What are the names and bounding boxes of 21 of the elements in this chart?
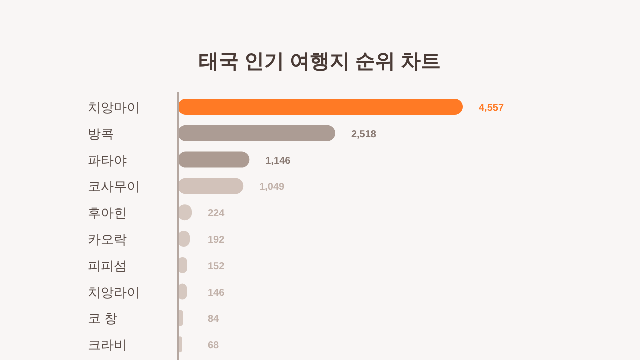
chart-title: 태국 인기 여행지 순위 차트	[198, 51, 442, 73]
y-tick-label: 후아힌	[88, 206, 127, 221]
data-label: 1,049	[260, 182, 286, 194]
data-label: 146	[208, 288, 226, 299]
y-tick-label: 피피섬	[88, 258, 127, 274]
data-label: 224	[208, 208, 226, 220]
y-tick-label: 크라비	[88, 338, 127, 353]
y-tick-label: 치앙라이	[88, 284, 140, 300]
data-label: 68	[208, 340, 220, 352]
data-label: 2,518	[351, 129, 377, 140]
data-label: 192	[208, 235, 226, 246]
y-tick-label: 코 창	[88, 311, 118, 326]
data-label: 1,146	[266, 156, 292, 167]
data-label: 4,557	[479, 103, 504, 114]
data-label: 152	[208, 261, 226, 272]
y-tick-label: 파타야	[88, 152, 127, 168]
y-tick-label: 카오락	[88, 232, 127, 247]
y-tick-label: 코사무이	[88, 179, 140, 194]
y-tick-label: 방콕	[88, 126, 114, 142]
y-tick-label: 치앙마이	[88, 100, 140, 115]
data-label: 84	[208, 314, 220, 326]
